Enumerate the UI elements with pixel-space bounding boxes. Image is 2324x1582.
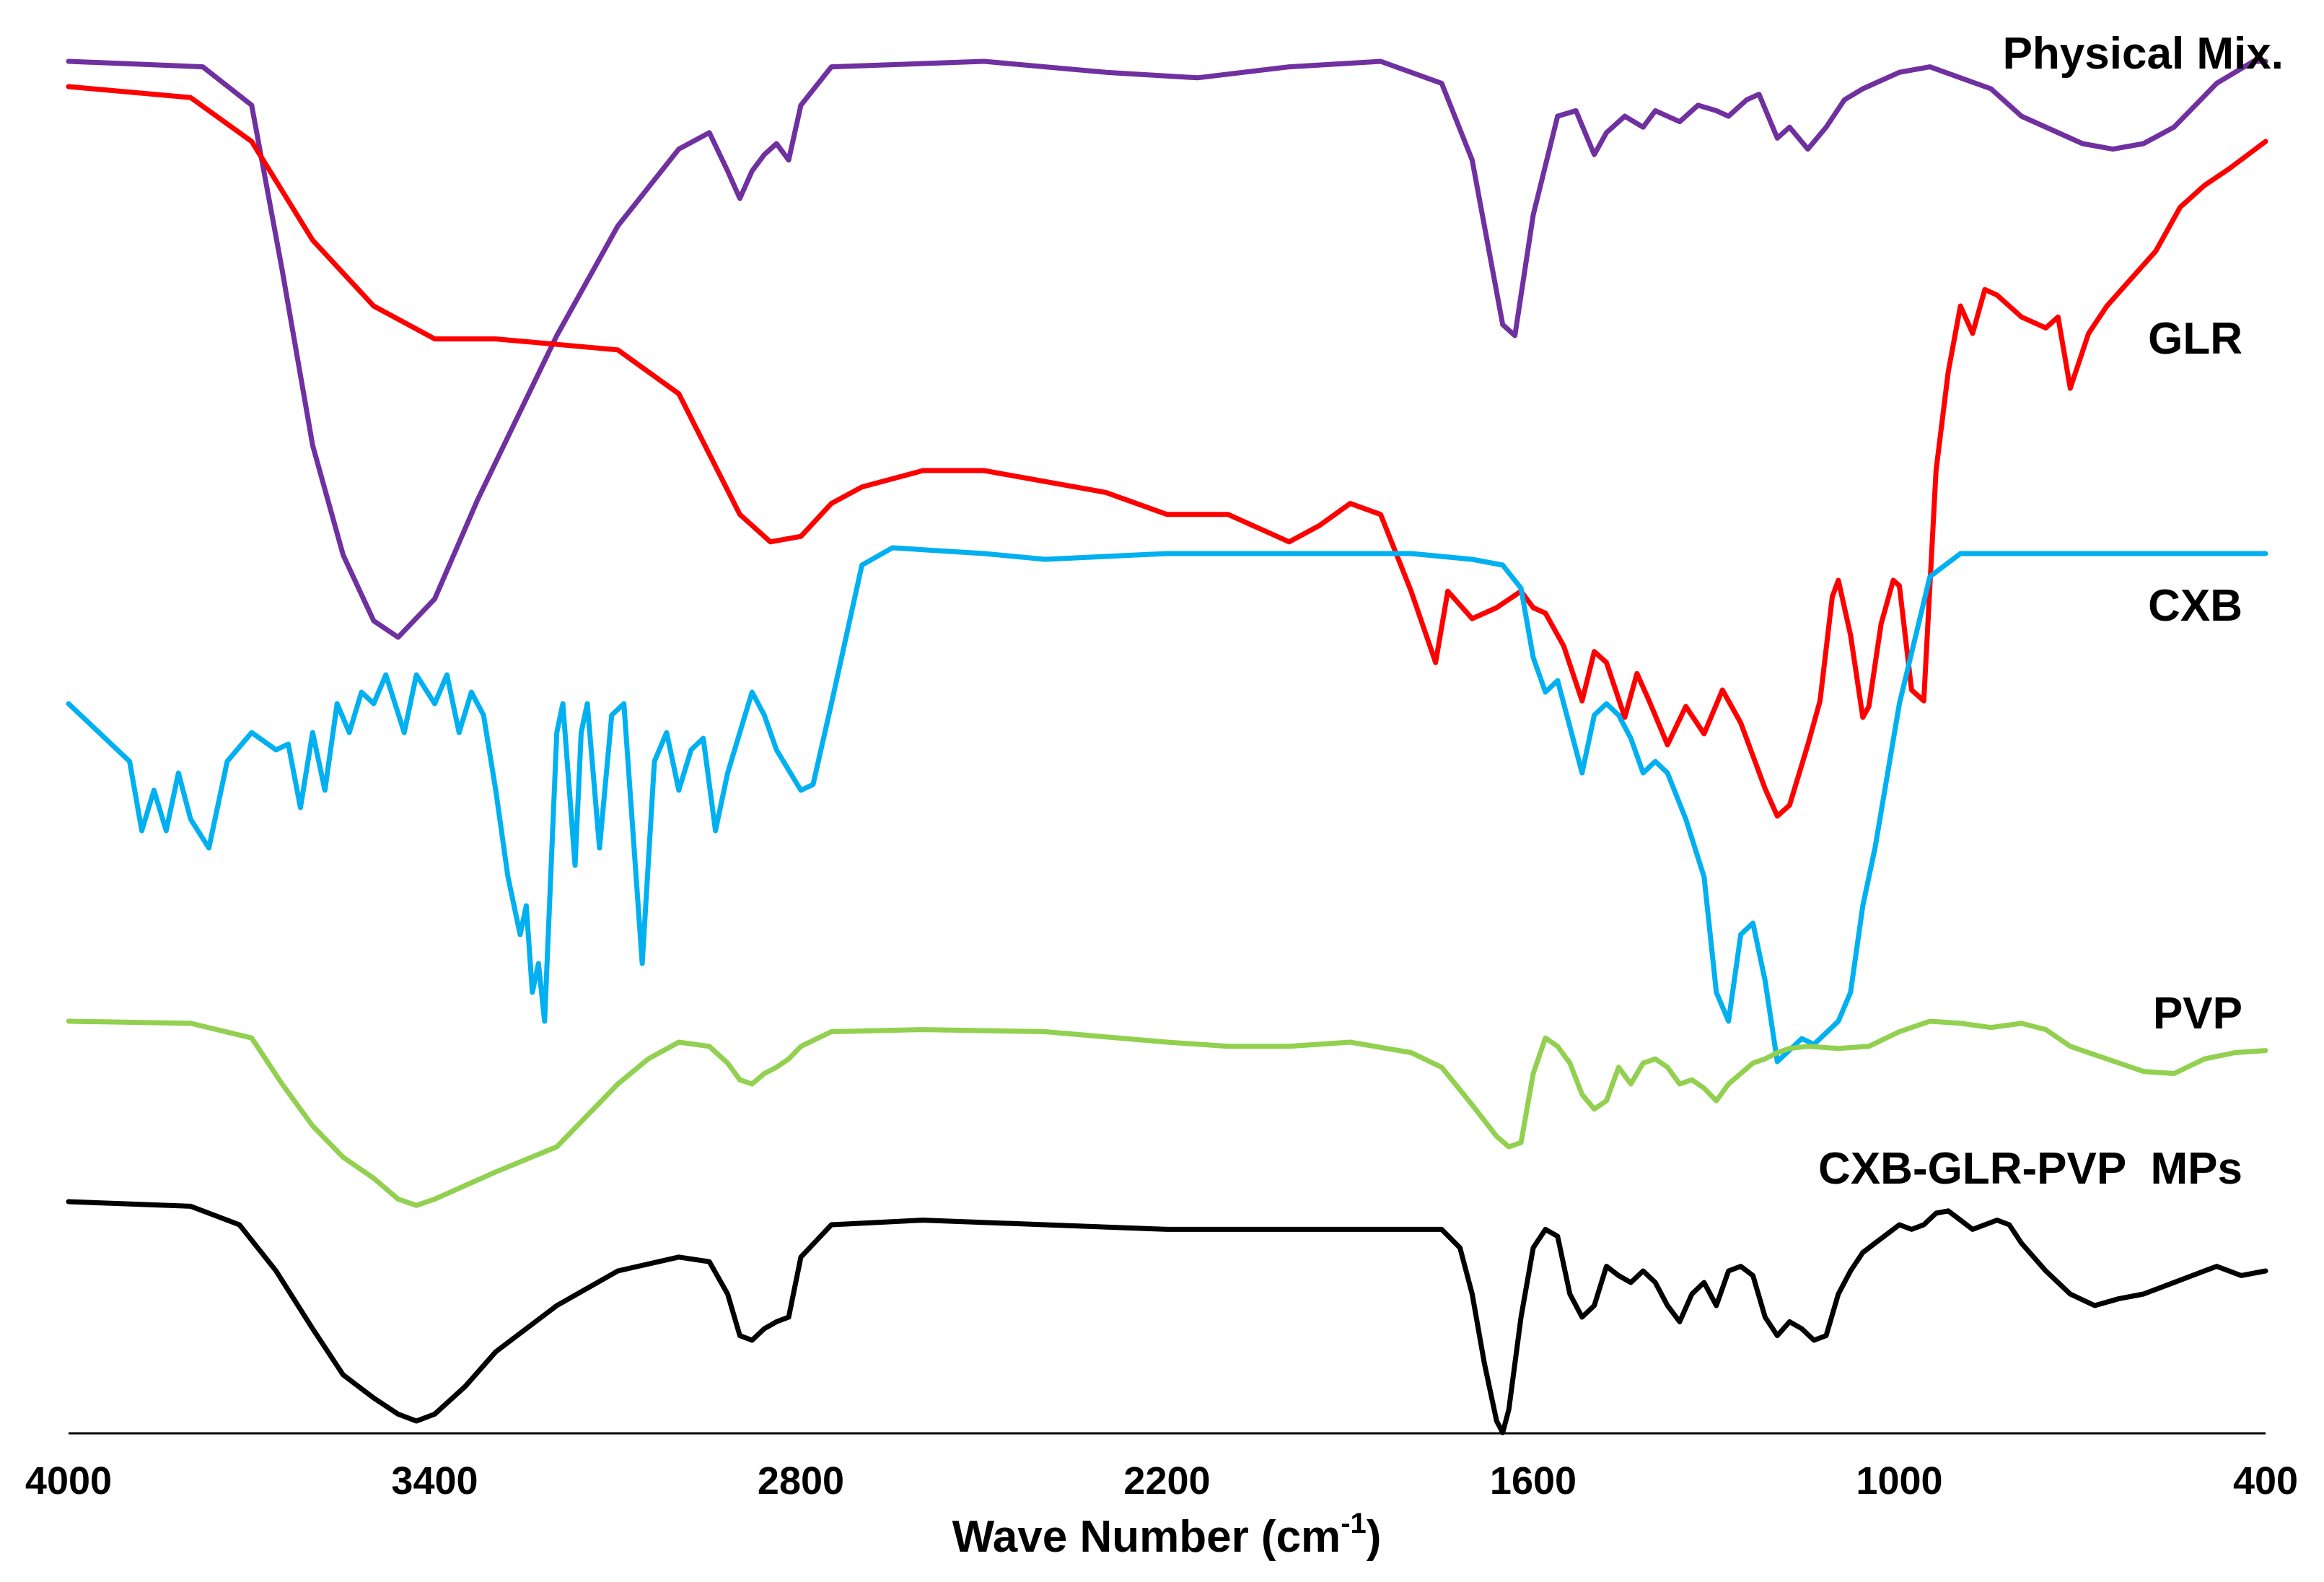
series-label: CXB-GLR-PVP MPs xyxy=(1818,1144,2242,1194)
series-layer xyxy=(66,58,2268,1435)
series-labels: Physical Mix. GLR CXB PVP CXB-GLR-PVP MPs xyxy=(1818,29,2284,1194)
x-tick-label: 4000 xyxy=(25,1459,112,1503)
series-label: CXB xyxy=(2148,581,2242,631)
x-tick-label: 1600 xyxy=(1490,1459,1577,1503)
series-line-pvp xyxy=(66,1018,2268,1208)
x-tick-label: 1000 xyxy=(1856,1459,1942,1503)
x-axis-title: Wave Number (cm-1) xyxy=(952,1508,1382,1562)
series-line-cxb xyxy=(66,545,2268,1065)
series-label: GLR xyxy=(2148,314,2242,364)
series-label: PVP xyxy=(2153,989,2242,1039)
x-axis-title-close: ) xyxy=(1367,1512,1382,1562)
x-tick-label: 2200 xyxy=(1123,1459,1210,1503)
x-tick-label: 400 xyxy=(2233,1459,2298,1503)
series-label: Physical Mix. xyxy=(2003,29,2284,79)
series-line-glr xyxy=(66,84,2268,819)
x-tick-label: 3400 xyxy=(391,1459,478,1503)
x-axis-title-main: Wave Number (cm xyxy=(952,1512,1341,1562)
x-axis-title-superscript: -1 xyxy=(1341,1508,1367,1539)
series-line-cxb-glr-pvp-mps xyxy=(66,1199,2268,1435)
x-tick-label: 2800 xyxy=(758,1459,844,1503)
x-tick-labels: 4000 3400 2800 2200 1600 1000 400 xyxy=(25,1459,2298,1503)
series-line-physical-mix xyxy=(66,58,2268,640)
